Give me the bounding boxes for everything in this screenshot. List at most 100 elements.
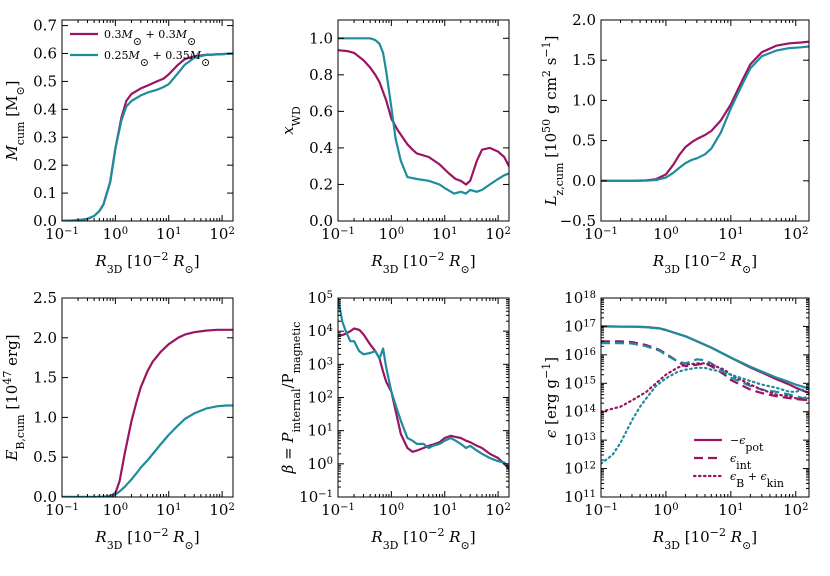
y-tick-label: 1011: [564, 488, 596, 506]
x-axis-label: R3D [10−2 R⊙]: [652, 526, 757, 552]
x-tick-label: 100: [103, 225, 128, 243]
panel-beta: 10−1 100 101 102 10−1 100 101 102 103 104 105 R3D […: [279, 289, 511, 552]
y-tick-label: 0.0: [33, 488, 57, 506]
x-tick-label: 100: [379, 501, 404, 519]
y-tick-label: 0.0: [33, 212, 57, 230]
series-group: [601, 325, 809, 465]
panel-xwd: 10−1 100 101 102 0.0 0.2 0.4 0.6 0.8 1.0 R3D [10−2…: [279, 19, 511, 276]
x-axis-label: R3D [10−2 R⊙]: [94, 250, 199, 276]
x-tick-label: 100: [653, 501, 678, 519]
y-tick-label: 10−1: [299, 488, 333, 506]
legend-label: −ϵpot: [730, 434, 764, 454]
series-line-2: [62, 52, 233, 221]
x-tick-label: 10−1: [321, 225, 355, 243]
x-tick-label: 10−1: [321, 501, 355, 519]
y-tick-label: −0.5: [560, 212, 596, 230]
series-line-6: [601, 366, 809, 465]
y-tick-label: 1.0: [33, 408, 57, 426]
legend-label: 0.25M⊙ + 0.35M⊙: [104, 49, 210, 69]
y-tick-label: 0.7: [33, 17, 57, 35]
y-tick-label: 0.2: [309, 175, 333, 193]
x-tick-label: 100: [103, 501, 128, 519]
y-tick-label: 104: [308, 322, 333, 340]
series-line-2: [338, 298, 509, 469]
series-group: [601, 40, 809, 182]
y-tick-label: 1.5: [33, 369, 57, 387]
x-tick-label: 101: [156, 501, 181, 519]
y-tick-label: 0.5: [572, 132, 596, 150]
series-line-2: [338, 37, 509, 195]
series-line-1: [62, 328, 233, 497]
y-axis-label: β = Pinternal/Pmagnetic: [279, 322, 303, 475]
y-tick-label: 0.4: [309, 139, 333, 157]
x-axis-label: R3D [10−2 R⊙]: [370, 526, 475, 552]
y-tick-label: 1.0: [309, 29, 333, 47]
y-tick-label: 1.5: [572, 51, 596, 69]
series-group: [338, 37, 509, 195]
series-line-2: [601, 45, 809, 182]
y-axis-label: Lz,cum [1050 g cm2 s−1]: [540, 36, 566, 207]
y-tick-label: 1012: [564, 460, 596, 478]
y-tick-label: 105: [308, 289, 333, 307]
panel-mcum: 10−1 100 101 102 0.0 0.1 0.2 0.3 0.4 0.5 0.6 0.7 R3D…: [3, 17, 235, 276]
y-tick-label: 100: [308, 455, 333, 473]
series-line-1: [601, 325, 809, 395]
series-line-1: [338, 327, 509, 471]
x-tick-label: 101: [432, 501, 457, 519]
y-tick-label: 0.3: [33, 128, 57, 146]
legend: 0.3M⊙ + 0.3M⊙0.25M⊙ + 0.35M⊙: [70, 28, 210, 69]
panel-eb: 10−1 100 101 102 0.0 0.5 1.0 1.5 2.0 2.5 R3D [10−2…: [1, 289, 235, 552]
y-tick-label: 0.2: [33, 156, 57, 174]
y-tick-label: 0.5: [33, 72, 57, 90]
y-tick-label: 0.1: [33, 184, 57, 202]
y-tick-label: 1016: [564, 346, 596, 364]
series-line-4: [601, 342, 809, 400]
y-tick-label: 2.0: [33, 329, 57, 347]
x-tick-label: 10−1: [45, 225, 79, 243]
x-axis-label: R3D [10−2 R⊙]: [652, 250, 757, 276]
y-axis-label: Mcum [M⊙]: [3, 80, 27, 161]
x-tick-label: 10−1: [584, 225, 618, 243]
panel-eps: 10−1 100 101 102 1011 1012 1013 1014 1015 1016 101…: [540, 289, 810, 552]
series-line-1: [338, 49, 509, 186]
panel-lz: 10−1 100 101 102 −0.5 0.0 0.5 1.0 1.5 2.0 R3D [10−…: [540, 11, 810, 276]
y-tick-label: 101: [308, 422, 333, 440]
x-tick-label: 102: [485, 501, 510, 519]
y-tick-label: 0.6: [33, 45, 57, 63]
y-tick-label: 1014: [564, 403, 596, 421]
legend-label: 0.3M⊙ + 0.3M⊙: [104, 28, 196, 48]
y-tick-label: 0.0: [309, 212, 333, 230]
x-tick-label: 10−1: [45, 501, 79, 519]
x-tick-label: 101: [432, 225, 457, 243]
series-group: [62, 52, 233, 221]
series-line-3: [601, 340, 809, 402]
plot-frame: [61, 19, 234, 222]
y-axis-label: ϵ [erg g−1]: [540, 357, 561, 438]
x-tick-label: 102: [209, 501, 234, 519]
x-tick-label: 102: [485, 225, 510, 243]
x-tick-label: 100: [653, 225, 678, 243]
series-group: [338, 298, 509, 471]
x-axis-label: R3D [10−2 R⊙]: [94, 526, 199, 552]
y-tick-label: 103: [308, 355, 333, 373]
plot-frame: [61, 297, 234, 498]
x-axis-label: R3D [10−2 R⊙]: [370, 250, 475, 276]
y-tick-label: 0.6: [309, 102, 333, 120]
x-tick-label: 102: [783, 225, 808, 243]
x-tick-label: 102: [209, 225, 234, 243]
y-tick-label: 0.8: [309, 66, 333, 84]
series-line-1: [62, 52, 233, 221]
legend-label: ϵB + ϵkin: [730, 470, 784, 490]
x-tick-label: 102: [783, 501, 808, 519]
legend-label: ϵint: [730, 452, 752, 472]
plot-frame: [337, 19, 510, 222]
y-axis-label: xWD: [279, 106, 303, 135]
y-tick-label: 0.4: [33, 100, 57, 118]
series-line-5: [601, 362, 809, 413]
y-tick-label: 0.0: [572, 172, 596, 190]
y-tick-label: 2.0: [572, 11, 596, 29]
series-line-2: [62, 404, 233, 497]
y-tick-label: 102: [308, 389, 333, 407]
